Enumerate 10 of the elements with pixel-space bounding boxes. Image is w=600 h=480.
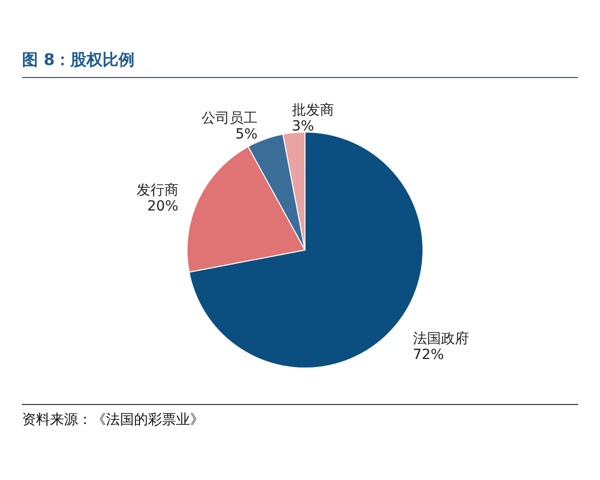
data-label: 20% (147, 198, 178, 214)
chart-title: 图 8：股权比例 (22, 50, 578, 78)
slice-label: 发行商 (136, 182, 178, 198)
slice-label: 批发商 (292, 102, 334, 119)
slice-label: 公司员工 (202, 110, 258, 126)
data-label: 72% (412, 347, 444, 364)
data-label: 5% (235, 126, 258, 142)
data-label: 3% (292, 118, 314, 135)
text: 资料来源：《法国的彩票业》 (22, 404, 578, 429)
slice-label: 法国政府 (412, 331, 469, 348)
